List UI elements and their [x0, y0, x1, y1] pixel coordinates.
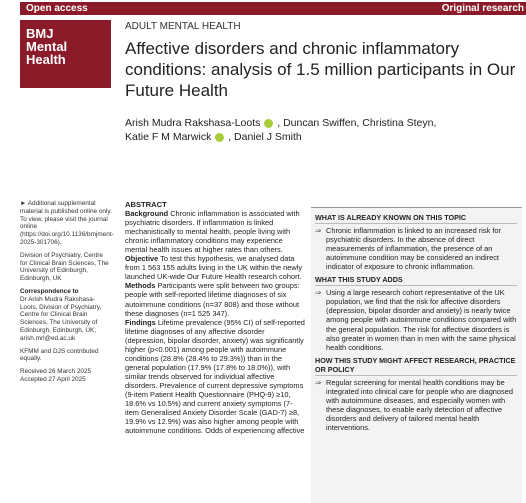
impact-text: Regular screening for mental health cond… — [326, 377, 513, 432]
arrow-icon: ⇒ — [315, 226, 322, 236]
logo-line-3: Health — [26, 52, 66, 67]
abstract-background: Background Chronic inflammation is assoc… — [125, 209, 305, 254]
article-sidebar: ► Additional supplemental material is pu… — [20, 200, 114, 389]
impact-item: ⇒ Regular screening for mental health con… — [315, 378, 517, 432]
abstract-objective: Objective To test this hypothesis, we an… — [125, 254, 305, 281]
known-heading: WHAT IS ALREADY KNOWN ON THIS TOPIC — [315, 212, 517, 225]
article-title: Affective disorders and chronic inflamma… — [125, 39, 516, 100]
adds-heading: WHAT THIS STUDY ADDS — [315, 274, 517, 287]
findings-label: Findings — [125, 317, 156, 327]
key-messages-box: WHAT IS ALREADY KNOWN ON THIS TOPIC ⇒ Chr… — [311, 207, 522, 503]
author-5: , Daniel J Smith — [228, 131, 302, 143]
abstract-methods: Methods Participants were split between … — [125, 281, 305, 317]
arrow-icon: ⇒ — [315, 377, 322, 387]
author-list: Arish Mudra Rakshasa-Loots , Duncan Swif… — [125, 116, 515, 144]
adds-text: Using a large research cohort representa… — [326, 288, 517, 352]
known-text: Chronic inflammation is linked to an inc… — [326, 226, 501, 272]
known-item: ⇒ Chronic inflammation is linked to an in… — [315, 226, 517, 271]
orcid-icon[interactable] — [264, 118, 274, 128]
journal-logo: BMJ Mental Health — [20, 20, 111, 88]
arrow-icon: ⇒ — [315, 288, 322, 298]
supplemental-note[interactable]: ► Additional supplemental material is pu… — [20, 200, 114, 246]
received-date: Received 26 March 2025 — [20, 368, 92, 376]
objective-text: To test this hypothesis, we analysed dat… — [125, 254, 303, 282]
open-access-label: Open access — [26, 3, 88, 14]
section-label: ADULT MENTAL HEALTH — [125, 21, 241, 32]
logo-line-2: Mental — [26, 39, 68, 54]
accepted-date: Accepted 27 April 2025 — [20, 375, 86, 383]
affiliation: Division of Psychiatry, Centre for Clini… — [20, 251, 109, 283]
adds-item: ⇒ Using a large research cohort represent… — [315, 288, 517, 351]
background-text: Chronic inflammation is associated with … — [125, 209, 300, 255]
abstract: ABSTRACT Background Chronic inflammation… — [125, 200, 305, 435]
header-bar: Open access Original research — [20, 2, 526, 15]
orcid-icon[interactable] — [215, 132, 225, 142]
logo-line-1: BMJ — [26, 26, 54, 41]
abstract-findings: Findings Lifetime prevalence (95% CI) of… — [125, 318, 305, 436]
article-type-label: Original research — [441, 3, 524, 14]
methods-label: Methods — [125, 281, 156, 291]
authors-2: , Duncan Swiffen, Christina Steyn, — [277, 117, 437, 129]
background-label: Background — [125, 209, 169, 219]
objective-label: Objective — [125, 254, 159, 264]
equal-contribution: KFMM and DJS contributed equally. — [20, 347, 99, 363]
findings-text: Lifetime prevalence (95% CI) of self-rep… — [125, 317, 305, 436]
methods-text: Participants were split between two grou… — [125, 281, 300, 318]
author-4[interactable]: Katie F M Marwick — [125, 131, 212, 143]
abstract-heading: ABSTRACT — [125, 200, 167, 209]
impact-heading: HOW THIS STUDY MIGHT AFFECT RESEARCH, PR… — [315, 355, 517, 376]
correspondence-heading: Correspondence to — [20, 287, 79, 295]
correspondence: Dr Arish Mudra Rakshasa-Loots, Division … — [20, 295, 102, 342]
author-1[interactable]: Arish Mudra Rakshasa-Loots — [125, 117, 261, 129]
